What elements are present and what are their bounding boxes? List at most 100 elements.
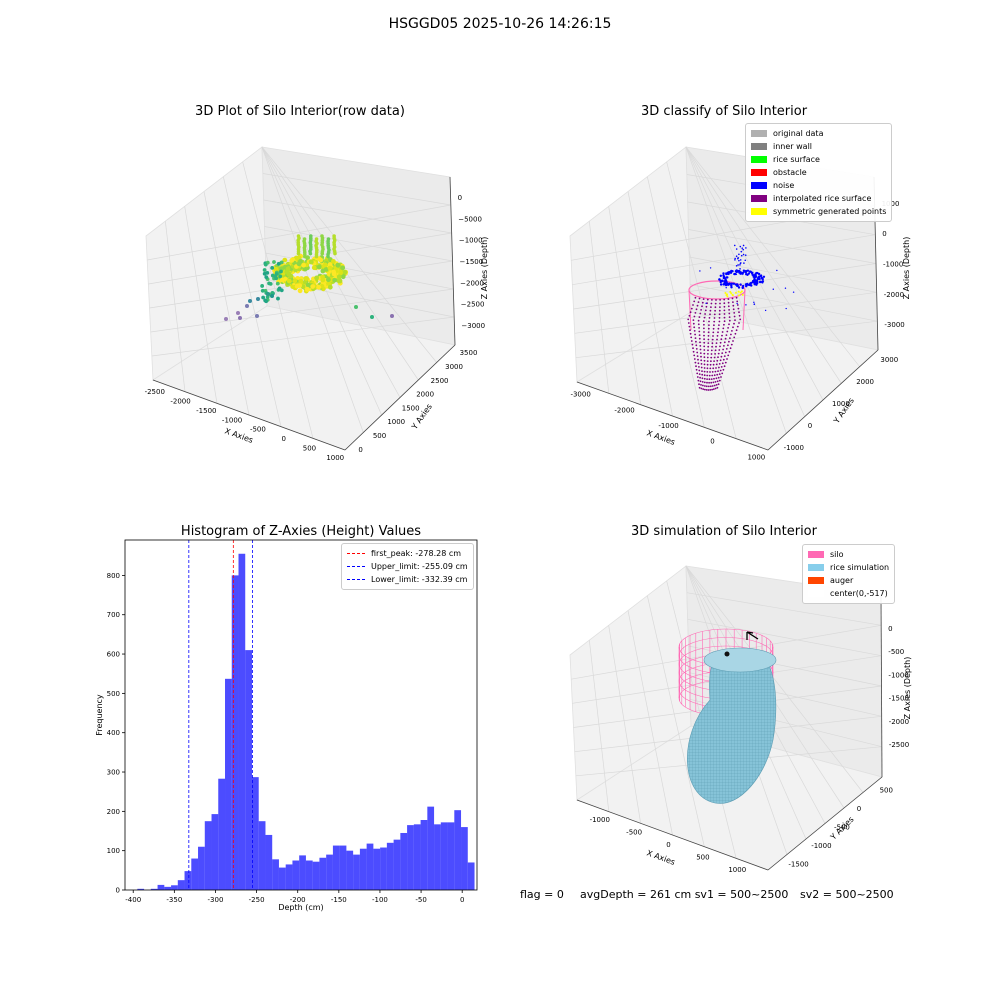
histogram-bar <box>137 888 145 890</box>
sim-y-tick-label: -500 <box>834 824 850 832</box>
raw-data-point <box>264 275 269 280</box>
interpolated-point <box>727 301 730 304</box>
interpolated-point <box>705 305 708 308</box>
legend-swatch <box>751 143 767 150</box>
interpolated-point <box>713 317 716 319</box>
raw-data-point <box>326 254 330 259</box>
interpolated-point <box>709 313 711 316</box>
interpolated-point <box>738 314 741 317</box>
interpolated-point <box>718 349 721 351</box>
interpolated-point <box>720 338 723 341</box>
interpolated-point <box>714 349 717 352</box>
histogram-bar <box>407 825 414 890</box>
interpolated-point <box>732 308 735 311</box>
histogram-bar <box>204 821 212 890</box>
legend-entry: symmetric generated points <box>751 205 886 218</box>
raw-data-point <box>322 262 328 268</box>
noise-point <box>736 302 738 305</box>
noise-point <box>719 279 723 283</box>
interpolated-point <box>703 331 705 333</box>
raw-data-point <box>342 269 348 275</box>
interpolated-point <box>709 385 712 388</box>
simulation-title: 3D simulation of Silo Interior <box>631 524 817 539</box>
interpolated-point <box>718 313 721 316</box>
noise-point <box>792 291 795 293</box>
histogram-bar <box>272 859 279 890</box>
interpolated-point <box>707 385 710 388</box>
legend-swatch <box>751 208 767 215</box>
interpolated-point <box>728 323 730 326</box>
interpolated-point <box>731 330 733 332</box>
classify-legend: original data inner wall rice surface obsta… <box>745 123 893 222</box>
histogram-x-tick-label: -350 <box>166 896 182 904</box>
histogram-bar <box>467 862 475 890</box>
legend-entry: interpolated rice surface <box>751 192 886 205</box>
noise-point <box>751 273 754 276</box>
classify-panes <box>569 146 879 451</box>
noise-point <box>739 264 741 266</box>
raw-y-tick-label: 0 <box>358 446 362 454</box>
interpolated-point <box>725 348 728 350</box>
histogram-bar <box>305 860 313 890</box>
interpolated-point <box>700 359 703 362</box>
interpolated-point <box>717 352 720 355</box>
interpolated-point <box>701 301 704 304</box>
interpolated-point <box>719 369 722 372</box>
interpolated-point <box>709 309 712 312</box>
interpolated-point <box>716 359 719 362</box>
interpolated-point <box>713 324 715 327</box>
raw-data-point <box>278 274 283 279</box>
noise-point <box>732 282 736 285</box>
histogram-y-axis-label: Frequency <box>95 694 104 736</box>
interpolated-point <box>693 330 696 332</box>
cls-x-tick-label: -3000 <box>570 391 590 399</box>
noise-point <box>725 287 727 289</box>
interpolated-point <box>700 366 703 369</box>
sim-x-tick-label: 1000 <box>728 866 746 874</box>
interpolated-point <box>723 320 726 323</box>
raw-data-point <box>279 269 283 274</box>
interpolated-point <box>712 388 715 390</box>
interpolated-point <box>730 343 733 346</box>
interpolated-point <box>714 370 717 373</box>
noise-point <box>718 278 721 281</box>
raw-z-tick-label: −1000 <box>459 237 483 245</box>
interpolated-point <box>723 302 726 305</box>
interpolated-point <box>711 299 713 301</box>
interpolated-point <box>703 356 706 359</box>
interpolated-point <box>706 381 708 384</box>
noise-point <box>745 273 748 276</box>
histogram-x-tick-label: -250 <box>249 896 265 904</box>
raw-x-tick-label: -1500 <box>196 407 216 415</box>
noise-point <box>761 280 765 283</box>
interpolated-point <box>707 338 710 341</box>
histogram-title: Histogram of Z-Axies (Height) Values <box>180 524 422 539</box>
interpolated-point <box>717 376 720 379</box>
interpolated-point <box>718 379 721 382</box>
histogram-bar <box>386 842 394 890</box>
noise-point <box>735 271 738 274</box>
interpolated-point <box>729 337 731 339</box>
interpolated-point <box>698 383 700 386</box>
interpolated-point <box>732 340 734 342</box>
legend-entry: center(0,-517) <box>808 587 889 600</box>
raw-y-tick-label: 1000 <box>387 418 405 426</box>
interpolated-point <box>708 378 711 381</box>
raw-data-point <box>255 314 259 318</box>
histogram-y-tick-label: 400 <box>107 729 120 737</box>
raw-x-tick-label: 500 <box>303 445 316 453</box>
raw-z-tick-label: 0 <box>458 194 462 202</box>
interpolated-point <box>723 305 726 308</box>
legend-swatch <box>808 590 824 597</box>
histogram-bar <box>454 810 462 890</box>
legend-label: rice simulation <box>830 563 890 572</box>
interpolated-point <box>723 316 726 319</box>
noise-point <box>747 272 750 275</box>
noise-point <box>727 283 731 286</box>
interpolated-point <box>702 388 705 390</box>
histogram-bar <box>326 854 333 890</box>
interpolated-point <box>701 305 703 308</box>
interpolated-point <box>697 319 700 322</box>
symmetric-point <box>729 290 732 293</box>
